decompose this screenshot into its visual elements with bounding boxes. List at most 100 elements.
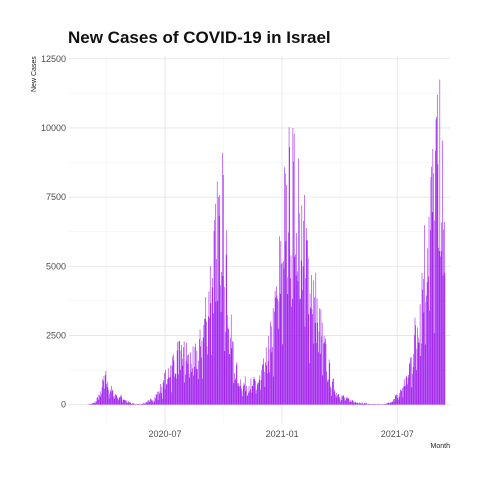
bar	[414, 335, 415, 405]
bar	[155, 398, 156, 405]
bar	[227, 327, 229, 405]
bar	[253, 376, 255, 405]
bar	[177, 342, 179, 405]
bar	[365, 403, 367, 405]
bar	[247, 395, 249, 405]
bar	[358, 403, 359, 405]
bar	[351, 401, 352, 405]
bar	[433, 333, 435, 405]
bar	[288, 232, 289, 405]
bar	[313, 343, 315, 405]
bar	[117, 398, 119, 405]
bar	[99, 396, 101, 405]
bar	[115, 393, 116, 405]
bar	[415, 325, 416, 405]
bar	[308, 314, 310, 405]
bar	[295, 275, 297, 405]
bar	[323, 343, 324, 405]
bar	[165, 369, 166, 405]
chart-title: New Cases of COVID-19 in Israel	[68, 28, 331, 47]
bar	[433, 173, 434, 405]
bar	[233, 383, 235, 405]
bar	[105, 370, 107, 405]
bar	[178, 374, 179, 405]
bar	[401, 390, 402, 405]
bar	[263, 371, 265, 405]
bar	[429, 230, 431, 405]
bar	[325, 338, 326, 405]
bar	[346, 396, 348, 405]
bar	[120, 394, 122, 405]
bar	[207, 354, 208, 405]
bar	[351, 399, 353, 405]
bar	[212, 278, 214, 405]
bar	[169, 377, 170, 405]
bar	[191, 371, 193, 405]
bar	[292, 127, 294, 405]
bar	[396, 394, 397, 405]
bar	[195, 368, 197, 405]
bar	[217, 300, 219, 405]
bar	[328, 379, 329, 405]
bar	[421, 272, 423, 405]
bars	[87, 79, 446, 405]
bar	[242, 386, 244, 405]
bar	[100, 391, 102, 405]
bar	[176, 378, 177, 405]
bar	[120, 395, 121, 405]
bar	[431, 166, 432, 405]
bar	[402, 388, 403, 405]
bar	[282, 344, 284, 405]
bar	[442, 140, 443, 405]
bar	[236, 362, 238, 405]
bar	[407, 377, 409, 405]
bar	[232, 341, 233, 405]
bar	[214, 203, 216, 405]
bar	[326, 371, 327, 405]
bar	[158, 391, 159, 405]
bar	[332, 378, 334, 405]
bar	[152, 401, 153, 405]
y-tick-label: 7500	[46, 192, 66, 202]
bar	[138, 403, 139, 405]
bar	[184, 382, 186, 405]
bar	[362, 403, 364, 405]
bar	[272, 308, 274, 405]
bar	[197, 369, 198, 405]
bar	[204, 318, 206, 405]
bar	[248, 386, 250, 405]
bar	[211, 287, 213, 405]
bar	[377, 404, 378, 405]
bar	[417, 342, 419, 405]
bar	[148, 400, 149, 405]
bar	[400, 390, 402, 405]
bar	[287, 294, 289, 405]
bar	[301, 205, 303, 405]
bar	[188, 354, 189, 405]
bar	[432, 148, 434, 405]
bar	[419, 342, 420, 405]
bar	[291, 306, 292, 405]
bar	[436, 116, 437, 405]
bar	[297, 281, 299, 405]
bar	[406, 376, 408, 405]
bar	[286, 277, 288, 405]
bar	[185, 374, 186, 405]
bar	[276, 286, 277, 405]
bar	[312, 314, 313, 405]
x-axis-title: Month	[431, 443, 451, 450]
y-tick-label: 12500	[41, 54, 66, 64]
bar	[249, 389, 251, 405]
bar	[260, 389, 261, 405]
bar	[214, 220, 215, 405]
bar	[317, 322, 318, 405]
bar	[262, 364, 264, 405]
bar	[96, 401, 97, 405]
bar	[220, 311, 222, 405]
bar	[141, 404, 143, 405]
bar	[202, 378, 203, 405]
bar	[309, 293, 311, 405]
bar	[151, 400, 152, 405]
bar	[142, 403, 144, 405]
